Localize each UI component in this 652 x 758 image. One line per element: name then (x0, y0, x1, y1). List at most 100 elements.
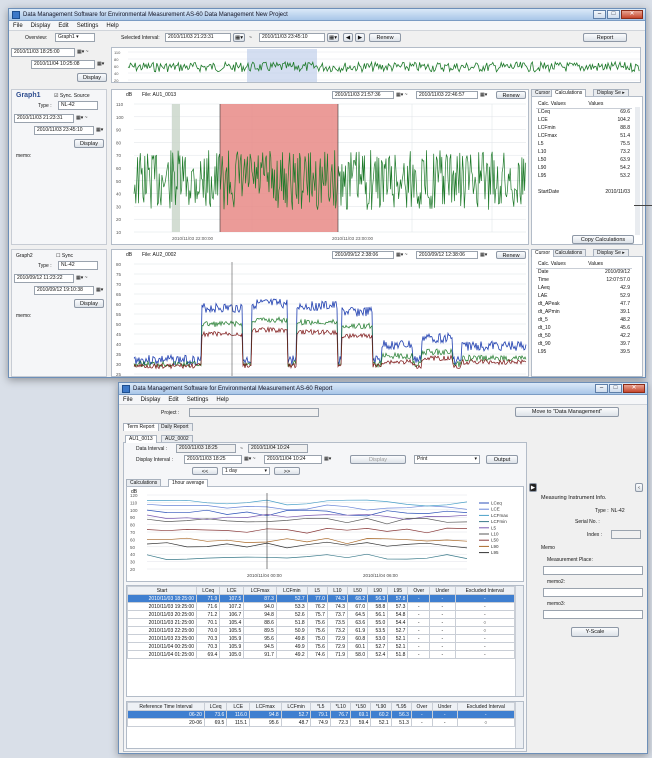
calendar-icon[interactable]: ▦▾ ~ (77, 49, 89, 55)
period-select[interactable]: 1 day ▾ (222, 467, 270, 475)
print-select[interactable]: Print ▾ (414, 455, 480, 464)
overview-end-field[interactable]: 2010/11/04 10:25:08 (31, 60, 95, 69)
column-header[interactable]: LCFmin (275, 586, 308, 595)
calendar-dropdown-icon[interactable]: ▦▾ (327, 33, 339, 42)
report-button[interactable]: Report (583, 33, 627, 42)
calendar-icon[interactable]: ▦▾ (96, 287, 104, 293)
minimize-button[interactable]: – (593, 10, 606, 19)
calc-row[interactable]: L90 54.2 (536, 164, 632, 172)
calendar-icon[interactable]: ▦▾ ~ (76, 115, 88, 121)
calc-row[interactable]: dt_50 42.2 (536, 332, 632, 340)
menu-edit[interactable]: Edit (58, 22, 69, 29)
output-button[interactable]: Output (486, 455, 518, 464)
move-to-data-management-button[interactable]: Move to "Data Management" (515, 407, 619, 417)
column-header[interactable]: Under (431, 702, 458, 711)
graph2-range-start[interactable]: 2010/09/12 2:38:06 (332, 251, 394, 259)
column-header[interactable]: Excluded Interval (456, 702, 516, 711)
column-header[interactable]: Under (429, 586, 456, 595)
tab-calculations[interactable]: Calculations (551, 89, 587, 97)
prev-period-button[interactable]: << (192, 467, 218, 475)
sync-source-checkbox[interactable]: ☑ Sync. Source (54, 93, 90, 99)
display-end-field[interactable]: 2010/11/04 10:24 (264, 455, 322, 464)
calc-row[interactable]: L5 75.5 (536, 140, 632, 148)
column-header[interactable]: LCE (219, 586, 245, 595)
calendar-icon[interactable]: ▦▾ (480, 252, 488, 258)
graph1-end-field[interactable]: 2010/11/03 23:45:10 (34, 126, 94, 135)
column-header[interactable]: *L50 (350, 702, 372, 711)
menu-help[interactable]: Help (216, 396, 229, 403)
column-header[interactable]: *L90 (370, 702, 392, 711)
calendar-icon[interactable]: ▦▾ ~ (396, 92, 408, 98)
calc-row[interactable]: LCE 104.2 (536, 116, 632, 124)
graph1-start-field[interactable]: 2010/11/03 21:23:31 (14, 114, 74, 123)
calendar-icon[interactable]: ▦▾ ~ (76, 275, 88, 281)
measurement-place-field[interactable] (543, 566, 643, 575)
graph1-chart[interactable]: 110 100 90 80 70 60 50 40 30 20 10 2010/11/03 22:0… (112, 100, 530, 246)
column-header[interactable]: LCFmax (243, 586, 277, 595)
column-header[interactable]: LCeq (203, 702, 228, 711)
graph2-range-end[interactable]: 2010/09/12 12:38:06 (416, 251, 478, 259)
scrollbar[interactable] (515, 702, 523, 748)
maximize-button[interactable]: □ (607, 10, 620, 19)
menu-file[interactable]: File (13, 22, 23, 29)
table-row[interactable]: 20-06 69.5 115.1 95.6 48.7 74.9 72.3 59.4 52.1 51… (127, 718, 516, 727)
collapse-arrow-icon[interactable]: ▶ (529, 483, 537, 492)
column-header[interactable]: LCFmax (249, 702, 282, 711)
calendar-icon[interactable]: ▦▾ (480, 92, 488, 98)
menu-display[interactable]: Display (140, 396, 161, 403)
column-header[interactable]: *L95 (390, 702, 412, 711)
calc-row[interactable]: Time 12:07:57.0 (536, 276, 632, 284)
calc-row[interactable]: L10 73.2 (536, 148, 632, 156)
calendar-dropdown-icon[interactable]: ▦▾ (233, 33, 245, 42)
graph1-range-end[interactable]: 2010/11/03 22:46:57 (416, 91, 478, 99)
tab-1hour-average[interactable]: 1hour average (168, 479, 209, 487)
tab-daily-report[interactable]: Daily Report (157, 423, 193, 431)
display-start-field[interactable]: 2010/11/03 18:25 (184, 455, 242, 464)
table-row[interactable]: 2010/11/03 20:25:00 71.2 106.7 94.8 52.6 75.7… (127, 610, 516, 619)
menu-settings[interactable]: Settings (186, 396, 209, 403)
table-row[interactable]: 2010/11/03 21:25:00 70.1 105.4 88.6 51.8 75.6… (127, 618, 516, 627)
column-header[interactable]: Excluded Interval (454, 586, 516, 595)
calc-row[interactable]: L50 63.9 (536, 156, 632, 164)
table-row[interactable]: 2010/11/03 18:25:00 71.9 107.5 87.3 52.7 77.0… (127, 594, 516, 603)
overview-selection-band[interactable] (247, 49, 317, 82)
tab-file-au2[interactable]: AU2_0002 (161, 435, 193, 443)
maximize-button[interactable]: □ (609, 384, 622, 393)
calc-row[interactable]: dt_10 45.6 (536, 324, 632, 332)
overview-select[interactable]: Graph1 ▾ (55, 33, 95, 42)
graph1-display-button[interactable]: Display (74, 139, 104, 148)
tab-cursor[interactable]: Cursor (531, 249, 555, 257)
memo2-field[interactable] (543, 588, 643, 597)
close-button[interactable]: ✕ (623, 384, 645, 393)
table-row[interactable]: 2010/11/04 00:25:00 70.3 105.9 94.5 49.9 75.6… (127, 642, 516, 651)
column-header[interactable]: LCeq (196, 586, 221, 595)
next-arrow-icon[interactable]: ▶ (355, 33, 365, 42)
tab-calculations[interactable]: Calculations (126, 479, 162, 487)
table-row[interactable]: 06-20 73.6 116.0 94.8 52.7 79.1 76.7 69.1 60.2 56… (127, 710, 516, 719)
column-header[interactable]: *L5 (310, 702, 331, 711)
menu-file[interactable]: File (123, 396, 133, 403)
column-header[interactable]: *L10 (329, 702, 352, 711)
calc-row[interactable]: L95 53.2 (536, 172, 632, 180)
calc-row[interactable]: L95 39.5 (536, 348, 632, 356)
column-header[interactable]: L50 (346, 586, 369, 595)
tab-display-settings[interactable]: Display Se ▸ (593, 89, 629, 97)
calc-row[interactable]: LCFmax 51.4 (536, 132, 632, 140)
graph2-renew-button[interactable]: Renew (496, 251, 526, 259)
memo3-field[interactable] (543, 610, 643, 619)
column-header[interactable]: L90 (367, 586, 389, 595)
calc-row[interactable]: Date 2010/09/12 (536, 268, 632, 276)
menu-settings[interactable]: Settings (76, 22, 99, 29)
graph2-start-field[interactable]: 2010/09/12 11:23:22 (14, 274, 74, 283)
graph2-display-button[interactable]: Display (74, 299, 104, 308)
close-button[interactable]: ✕ (621, 10, 643, 19)
y-scale-button[interactable]: Y-Scale (571, 627, 619, 637)
report-chart[interactable]: 120 110 100 90 80 70 60 50 40 30 20 2010/11/04 00:… (127, 487, 525, 583)
selected-end-field[interactable]: 2010/11/03 23:45:10 (259, 33, 325, 42)
table-row[interactable]: 2010/11/03 23:25:00 70.3 105.9 95.6 49.8 75.0… (127, 634, 516, 643)
table-row[interactable]: 2010/11/03 19:25:00 71.6 107.2 94.0 53.3 76.2… (127, 602, 516, 611)
calc-row[interactable] (536, 180, 632, 188)
graph2-end-field[interactable]: 2010/09/12 19:10:38 (34, 286, 94, 295)
graph1-range-start[interactable]: 2010/11/03 21:57:36 (332, 91, 394, 99)
overview-start-field[interactable]: 2010/11/03 18:25:00 (11, 48, 75, 57)
